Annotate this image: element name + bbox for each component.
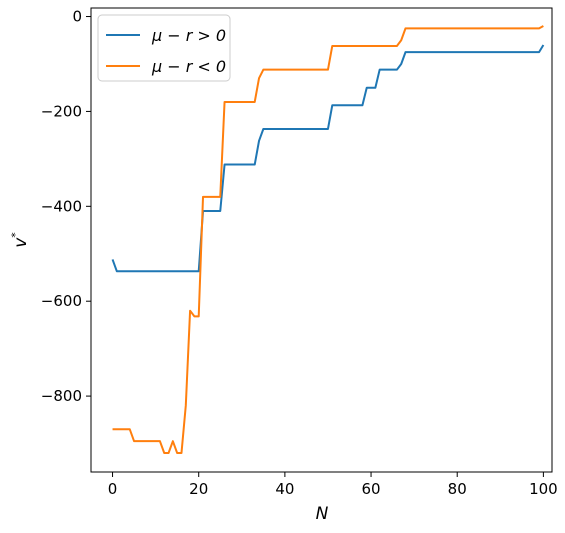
x-tick-label: 80 bbox=[448, 480, 467, 498]
x-tick-label: 40 bbox=[275, 480, 294, 498]
x-tick-label: 60 bbox=[361, 480, 380, 498]
legend-label-1: μ − r > 0 bbox=[151, 26, 226, 45]
series-line-2 bbox=[112, 25, 544, 455]
y-tick-label: −600 bbox=[41, 292, 82, 310]
x-tick-label: 0 bbox=[108, 480, 118, 498]
plot-background bbox=[91, 8, 552, 472]
y-axis-label-main: v bbox=[11, 237, 31, 248]
series-layer bbox=[111, 25, 545, 455]
legend-box bbox=[97, 14, 231, 82]
y-axis-label: v* bbox=[9, 232, 31, 248]
x-tick-label: 100 bbox=[529, 480, 558, 498]
y-tick-label: −800 bbox=[41, 387, 82, 405]
x-tick-label: 20 bbox=[189, 480, 208, 498]
ticks-layer: 0 20 40 60 80 100 0 −200 −400 −600 −800 bbox=[41, 8, 558, 498]
y-axis-label-superscript: * bbox=[9, 232, 22, 238]
legend-label-2: μ − r < 0 bbox=[151, 57, 226, 76]
x-axis-label: N bbox=[316, 504, 329, 524]
plot-frame bbox=[90, 7, 553, 473]
y-tick-label: −400 bbox=[41, 197, 82, 215]
y-tick-label: 0 bbox=[72, 8, 82, 26]
legend: μ − r > 0 μ − r < 0 bbox=[97, 14, 231, 82]
y-tick-label: −200 bbox=[41, 102, 82, 120]
